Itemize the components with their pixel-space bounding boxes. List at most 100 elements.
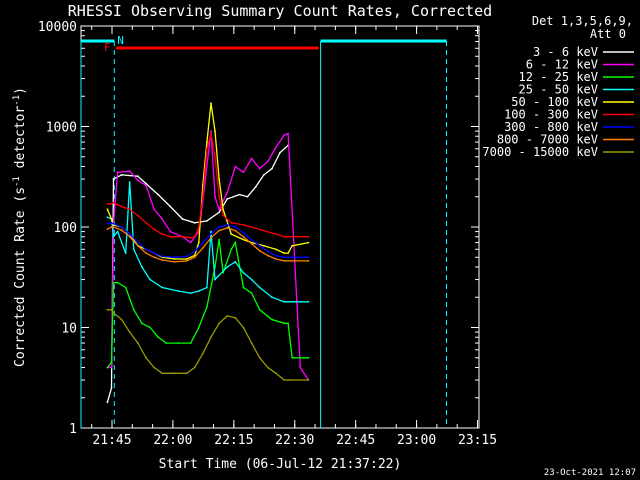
- series-7: [106, 226, 310, 263]
- data-point: [153, 252, 156, 255]
- data-point: [218, 211, 221, 214]
- data-point: [153, 228, 156, 231]
- data-point: [106, 208, 109, 211]
- data-point: [291, 356, 294, 359]
- y-axis-label-sup2: -1: [12, 95, 22, 106]
- y-tick-label: 10: [61, 322, 77, 337]
- data-point: [283, 134, 285, 137]
- data-point: [291, 256, 294, 259]
- data-point: [173, 258, 176, 260]
- data-point: [106, 366, 109, 369]
- data-point: [177, 290, 180, 292]
- data-point: [283, 322, 285, 325]
- data-point: [210, 336, 212, 339]
- data-point: [189, 292, 192, 294]
- data-point: [161, 286, 164, 289]
- data-point: [112, 178, 115, 180]
- data-point: [169, 205, 172, 208]
- data-point: [110, 226, 113, 228]
- data-point: [234, 165, 237, 168]
- data-point: [112, 281, 115, 284]
- data-point: [112, 311, 115, 314]
- legend-header-line2: Att 0: [590, 27, 626, 41]
- data-point: [242, 286, 245, 289]
- data-point: [145, 221, 147, 224]
- data-point: [161, 372, 164, 375]
- data-point: [291, 379, 294, 381]
- data-point: [106, 401, 109, 404]
- y-tick-label: 1000: [46, 121, 77, 136]
- data-point: [218, 322, 221, 325]
- data-point: [210, 102, 212, 105]
- data-point: [242, 171, 245, 174]
- data-point: [283, 379, 285, 381]
- series-3: [106, 181, 310, 303]
- x-tick-label: 22:00: [153, 433, 192, 448]
- x-tick-label: 22:30: [275, 433, 314, 448]
- data-point: [287, 132, 289, 135]
- data-point: [201, 352, 204, 355]
- data-point: [181, 235, 184, 238]
- data-point: [112, 222, 115, 225]
- data-point: [226, 266, 229, 268]
- data-point: [226, 198, 229, 200]
- data-point: [116, 230, 119, 233]
- data-point: [275, 372, 277, 375]
- data-point: [197, 326, 200, 329]
- data-point: [145, 252, 147, 255]
- data-point: [173, 256, 176, 259]
- data-point: [214, 278, 216, 281]
- series-6: [106, 221, 310, 259]
- x-tick-label: 23:00: [397, 433, 436, 448]
- data-point: [258, 308, 261, 311]
- flare-flag-label: F: [104, 41, 111, 54]
- data-point: [242, 231, 245, 234]
- legend-entry-label: 12 - 25 keV: [519, 70, 598, 84]
- data-point: [106, 202, 109, 205]
- data-point: [287, 235, 289, 238]
- data-point: [218, 238, 221, 241]
- data-point: [307, 260, 310, 262]
- data-point: [307, 300, 310, 303]
- data-point: [307, 256, 310, 259]
- data-point: [177, 342, 180, 344]
- data-point: [110, 366, 113, 369]
- data-point: [234, 241, 237, 244]
- data-point: [106, 222, 109, 225]
- data-point: [169, 235, 172, 238]
- data-point: [161, 259, 164, 261]
- legend-entry-label: 300 - 800 keV: [504, 120, 598, 134]
- data-point: [218, 178, 221, 180]
- legend-entry-label: 800 - 7000 keV: [497, 133, 598, 147]
- data-point: [258, 249, 261, 252]
- y-axis-label-mid: detector: [13, 106, 28, 177]
- data-point: [145, 184, 147, 187]
- data-point: [157, 193, 160, 196]
- data-point: [137, 179, 139, 182]
- chart-title: RHESSI Observing Summary Count Rates, Co…: [68, 2, 492, 20]
- data-point: [283, 256, 285, 259]
- series-8: [106, 308, 310, 381]
- data-point: [189, 342, 192, 344]
- data-point: [242, 238, 245, 241]
- data-point: [246, 195, 249, 198]
- data-point: [291, 235, 294, 238]
- data-point: [206, 147, 208, 150]
- data-point: [197, 241, 200, 244]
- data-point: [153, 208, 156, 211]
- data-point: [145, 182, 147, 185]
- night-flag-label: N: [117, 34, 124, 47]
- data-point: [222, 214, 225, 217]
- flag-layer: NF: [80, 34, 448, 428]
- data-point: [214, 130, 216, 133]
- data-point: [266, 250, 269, 253]
- data-point: [275, 258, 277, 260]
- data-point: [242, 326, 245, 329]
- series-line: [107, 182, 309, 303]
- data-point: [250, 292, 253, 294]
- y-tick-label: 10000: [38, 20, 77, 35]
- data-point: [206, 306, 208, 308]
- data-point: [137, 214, 139, 217]
- data-point: [110, 361, 113, 364]
- data-point: [193, 366, 196, 369]
